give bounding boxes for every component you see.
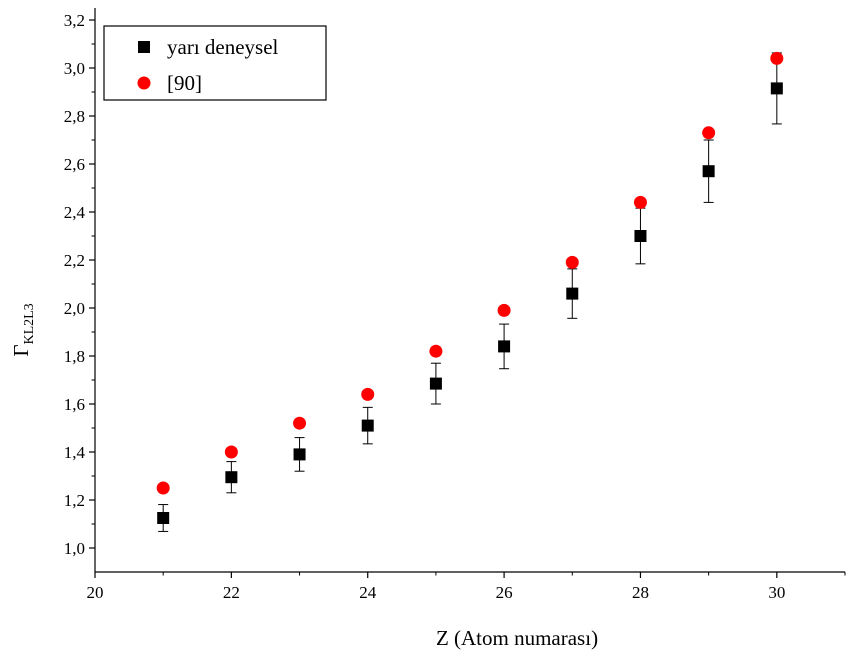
y-axis-title-subscript: KL2L3 (22, 303, 37, 344)
y-tick-label: 3,0 (64, 59, 85, 78)
y-axis-title-main: Γ (9, 345, 33, 357)
series-semi-empirical-points (157, 82, 783, 524)
y-tick-label: 1,2 (64, 491, 85, 510)
x-tick-label: 28 (632, 583, 649, 602)
y-tick-label: 1,0 (64, 539, 85, 558)
y-tick-label: 2,2 (64, 251, 85, 270)
semi-empirical-point (634, 230, 647, 242)
reference-point (770, 51, 784, 65)
y-tick-label: 2,8 (64, 107, 85, 126)
y-tick-label: 2,6 (64, 155, 85, 174)
reference-point (633, 195, 647, 209)
semi-empirical-point (429, 377, 442, 390)
reference-point (497, 303, 511, 317)
reference-point (361, 387, 375, 401)
x-axis-ticks: 20 22 24 26 28 30 (87, 572, 846, 602)
reference-point (293, 416, 307, 430)
semi-empirical-point (361, 419, 374, 432)
semi-empirical-point (498, 340, 511, 353)
legend-label-reference: [90] (167, 71, 202, 95)
x-tick-label: 20 (87, 583, 104, 602)
reference-point (156, 481, 170, 495)
x-tick-label: 30 (768, 583, 785, 602)
reference-point (702, 126, 716, 140)
semi-empirical-point (770, 82, 783, 95)
y-tick-label: 1,8 (64, 347, 85, 366)
series-reference-points (156, 51, 784, 495)
y-tick-label: 3,2 (64, 11, 85, 30)
reference-point (224, 445, 238, 459)
reference-point (565, 255, 579, 269)
plot-area (94, 8, 845, 573)
error-bars (158, 52, 782, 532)
x-tick-label: 24 (359, 583, 377, 602)
y-tick-label: 1,6 (64, 395, 85, 414)
semi-empirical-point (225, 471, 238, 484)
legend-marker-reference (137, 76, 151, 90)
x-tick-label: 26 (496, 583, 513, 602)
semi-empirical-point (293, 448, 306, 461)
y-tick-label: 2,0 (64, 299, 85, 318)
legend-label-semi-empirical: yarı deneysel (167, 35, 279, 59)
semi-empirical-point (157, 512, 170, 524)
y-tick-label: 2,4 (64, 203, 86, 222)
x-axis-title: Z (Atom numarası) (436, 626, 598, 650)
legend-marker-semi-empirical (138, 41, 150, 53)
legend: yarı deneysel [90] (103, 25, 327, 101)
y-axis-title: ΓKL2L3 (9, 303, 37, 356)
x-tick-label: 22 (223, 583, 240, 602)
y-axis-ticks: 1,0 1,2 1,4 1,6 1,8 2,0 2,2 2,4 2,6 2,8 3,0 3,2 (64, 11, 95, 558)
reference-point (429, 344, 443, 358)
semi-empirical-point (702, 165, 715, 178)
semi-empirical-point (566, 287, 579, 300)
y-tick-label: 1,4 (64, 443, 86, 462)
